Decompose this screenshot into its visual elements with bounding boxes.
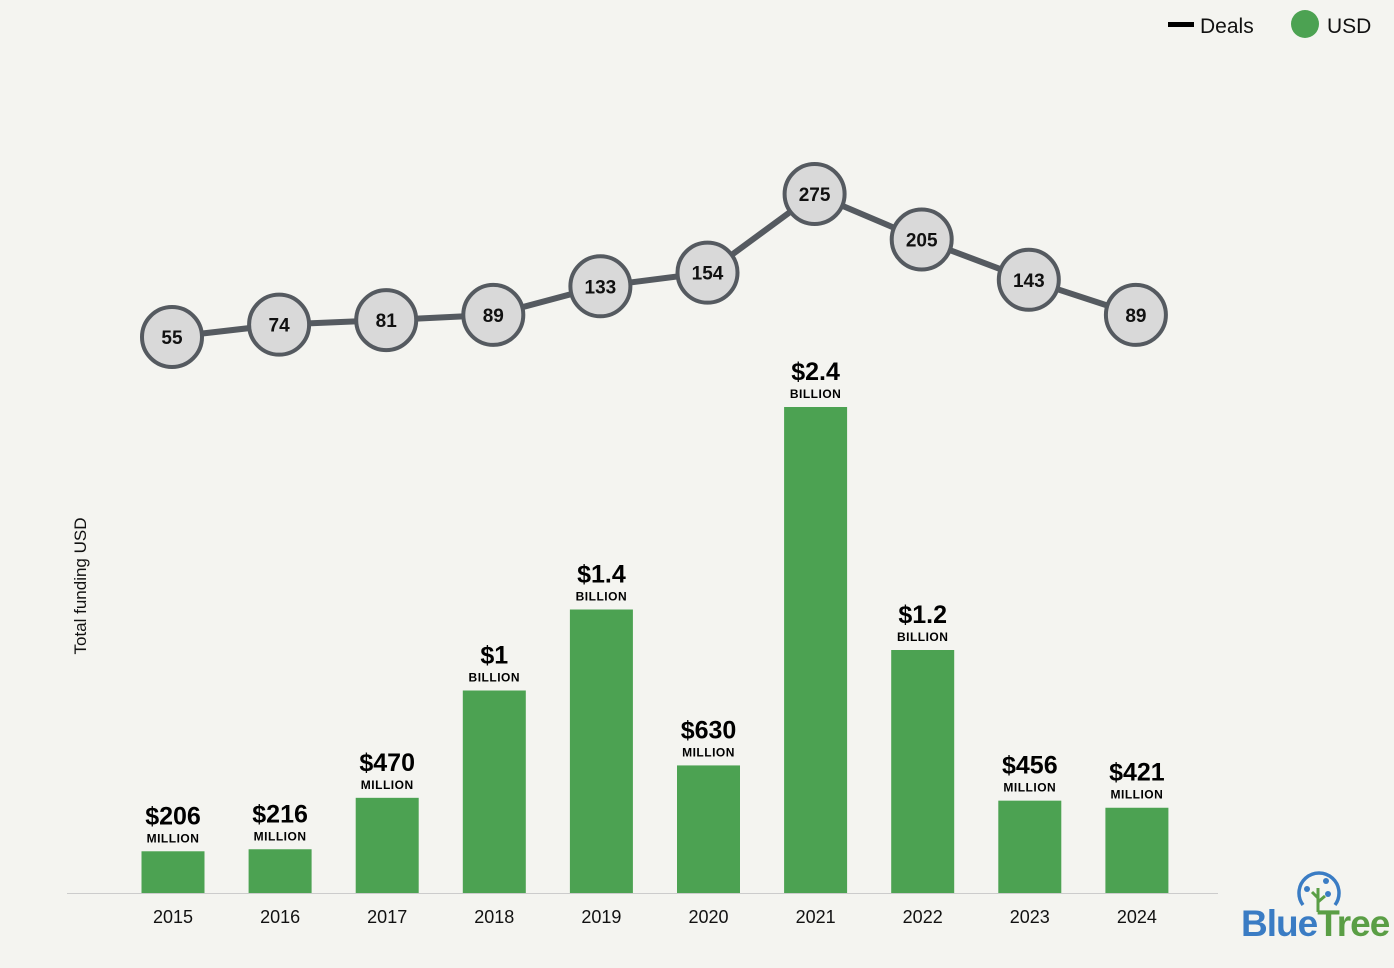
x-tick-label: 2021 [796,907,836,927]
deals-point-2021 [782,162,847,226]
deals-value-label: 55 [161,328,183,349]
bar-value-label: $630 [681,716,737,744]
bar-unit-label: BILLION [897,630,949,644]
bar-2015 [141,851,205,893]
bar-value-label: $1.4 [577,561,626,589]
x-tick-label: 2015 [153,907,193,927]
deals-point-2018 [461,282,526,347]
legend-usd-swatch [1291,10,1319,38]
bar-value-label: $2.4 [791,358,840,386]
bar-unit-label: MILLION [254,829,307,843]
deals-value-label: 81 [376,311,398,332]
bar-2022 [891,650,955,893]
bar-value-label: $1.2 [898,601,947,629]
deals-point-2017 [354,288,419,353]
bar-2024 [1105,807,1169,893]
bar-unit-label: MILLION [361,778,414,792]
bar-2020 [677,765,740,893]
bar-value-label: $206 [145,802,201,830]
bar-unit-label: MILLION [682,745,735,759]
bar-2023 [998,800,1062,893]
deals-value-label: 89 [1125,306,1146,327]
svg-text:BlueTree: BlueTree [1241,903,1390,944]
bar-value-label: $470 [359,749,415,777]
deals-value-label: 143 [1013,271,1045,292]
bar-unit-label: BILLION [790,387,842,401]
bar-unit-label: MILLION [147,831,200,845]
y-axis-label: Total funding USD [71,517,90,654]
deals-value-label: 74 [269,316,291,337]
x-tick-label: 2020 [688,907,728,927]
deals-point-2015 [140,305,204,369]
bar-2016 [248,849,312,893]
bar-2018 [462,690,526,893]
x-tick-label: 2018 [474,907,514,927]
deals-value-label: 154 [692,264,724,285]
deals-point-2023 [996,247,1061,312]
x-tick-label: 2022 [903,907,943,927]
legend-usd-label: USD [1327,15,1371,38]
x-tick-label: 2024 [1117,907,1157,927]
bar-value-label: $421 [1109,759,1165,787]
bar-2021 [784,407,848,893]
deals-value-label: 205 [906,231,938,252]
legend-deals-label: Deals [1200,15,1254,38]
deals-point-2024 [1103,282,1168,347]
bar-unit-label: MILLION [1110,788,1163,802]
legend: Deals USD [1168,10,1371,38]
legend-deals-swatch [1168,22,1194,27]
deals-point-2020 [675,240,740,305]
deals-point-2022 [889,207,954,272]
x-tick-label: 2019 [581,907,621,927]
bar-unit-label: BILLION [469,671,521,685]
deals-point-2019 [568,254,633,319]
bar-value-label: $1 [480,642,508,670]
deals-point-2016 [247,292,312,357]
bar-value-label: $456 [1002,752,1058,780]
bluetree-logo: BlueTree [1241,871,1391,944]
deals-line [171,190,1137,340]
x-tick-label: 2023 [1010,907,1050,927]
deals-value-label: 133 [585,277,617,298]
bar-unit-label: MILLION [1003,781,1056,795]
x-tick-label: 2017 [367,907,407,927]
deals-value-label: 275 [799,185,831,206]
x-tick-label: 2016 [260,907,300,927]
deals-value-label: 89 [483,306,504,327]
bar-unit-label: BILLION [576,590,628,604]
bar-value-label: $216 [252,800,308,828]
bar-2017 [355,797,419,893]
bar-2019 [569,609,633,893]
